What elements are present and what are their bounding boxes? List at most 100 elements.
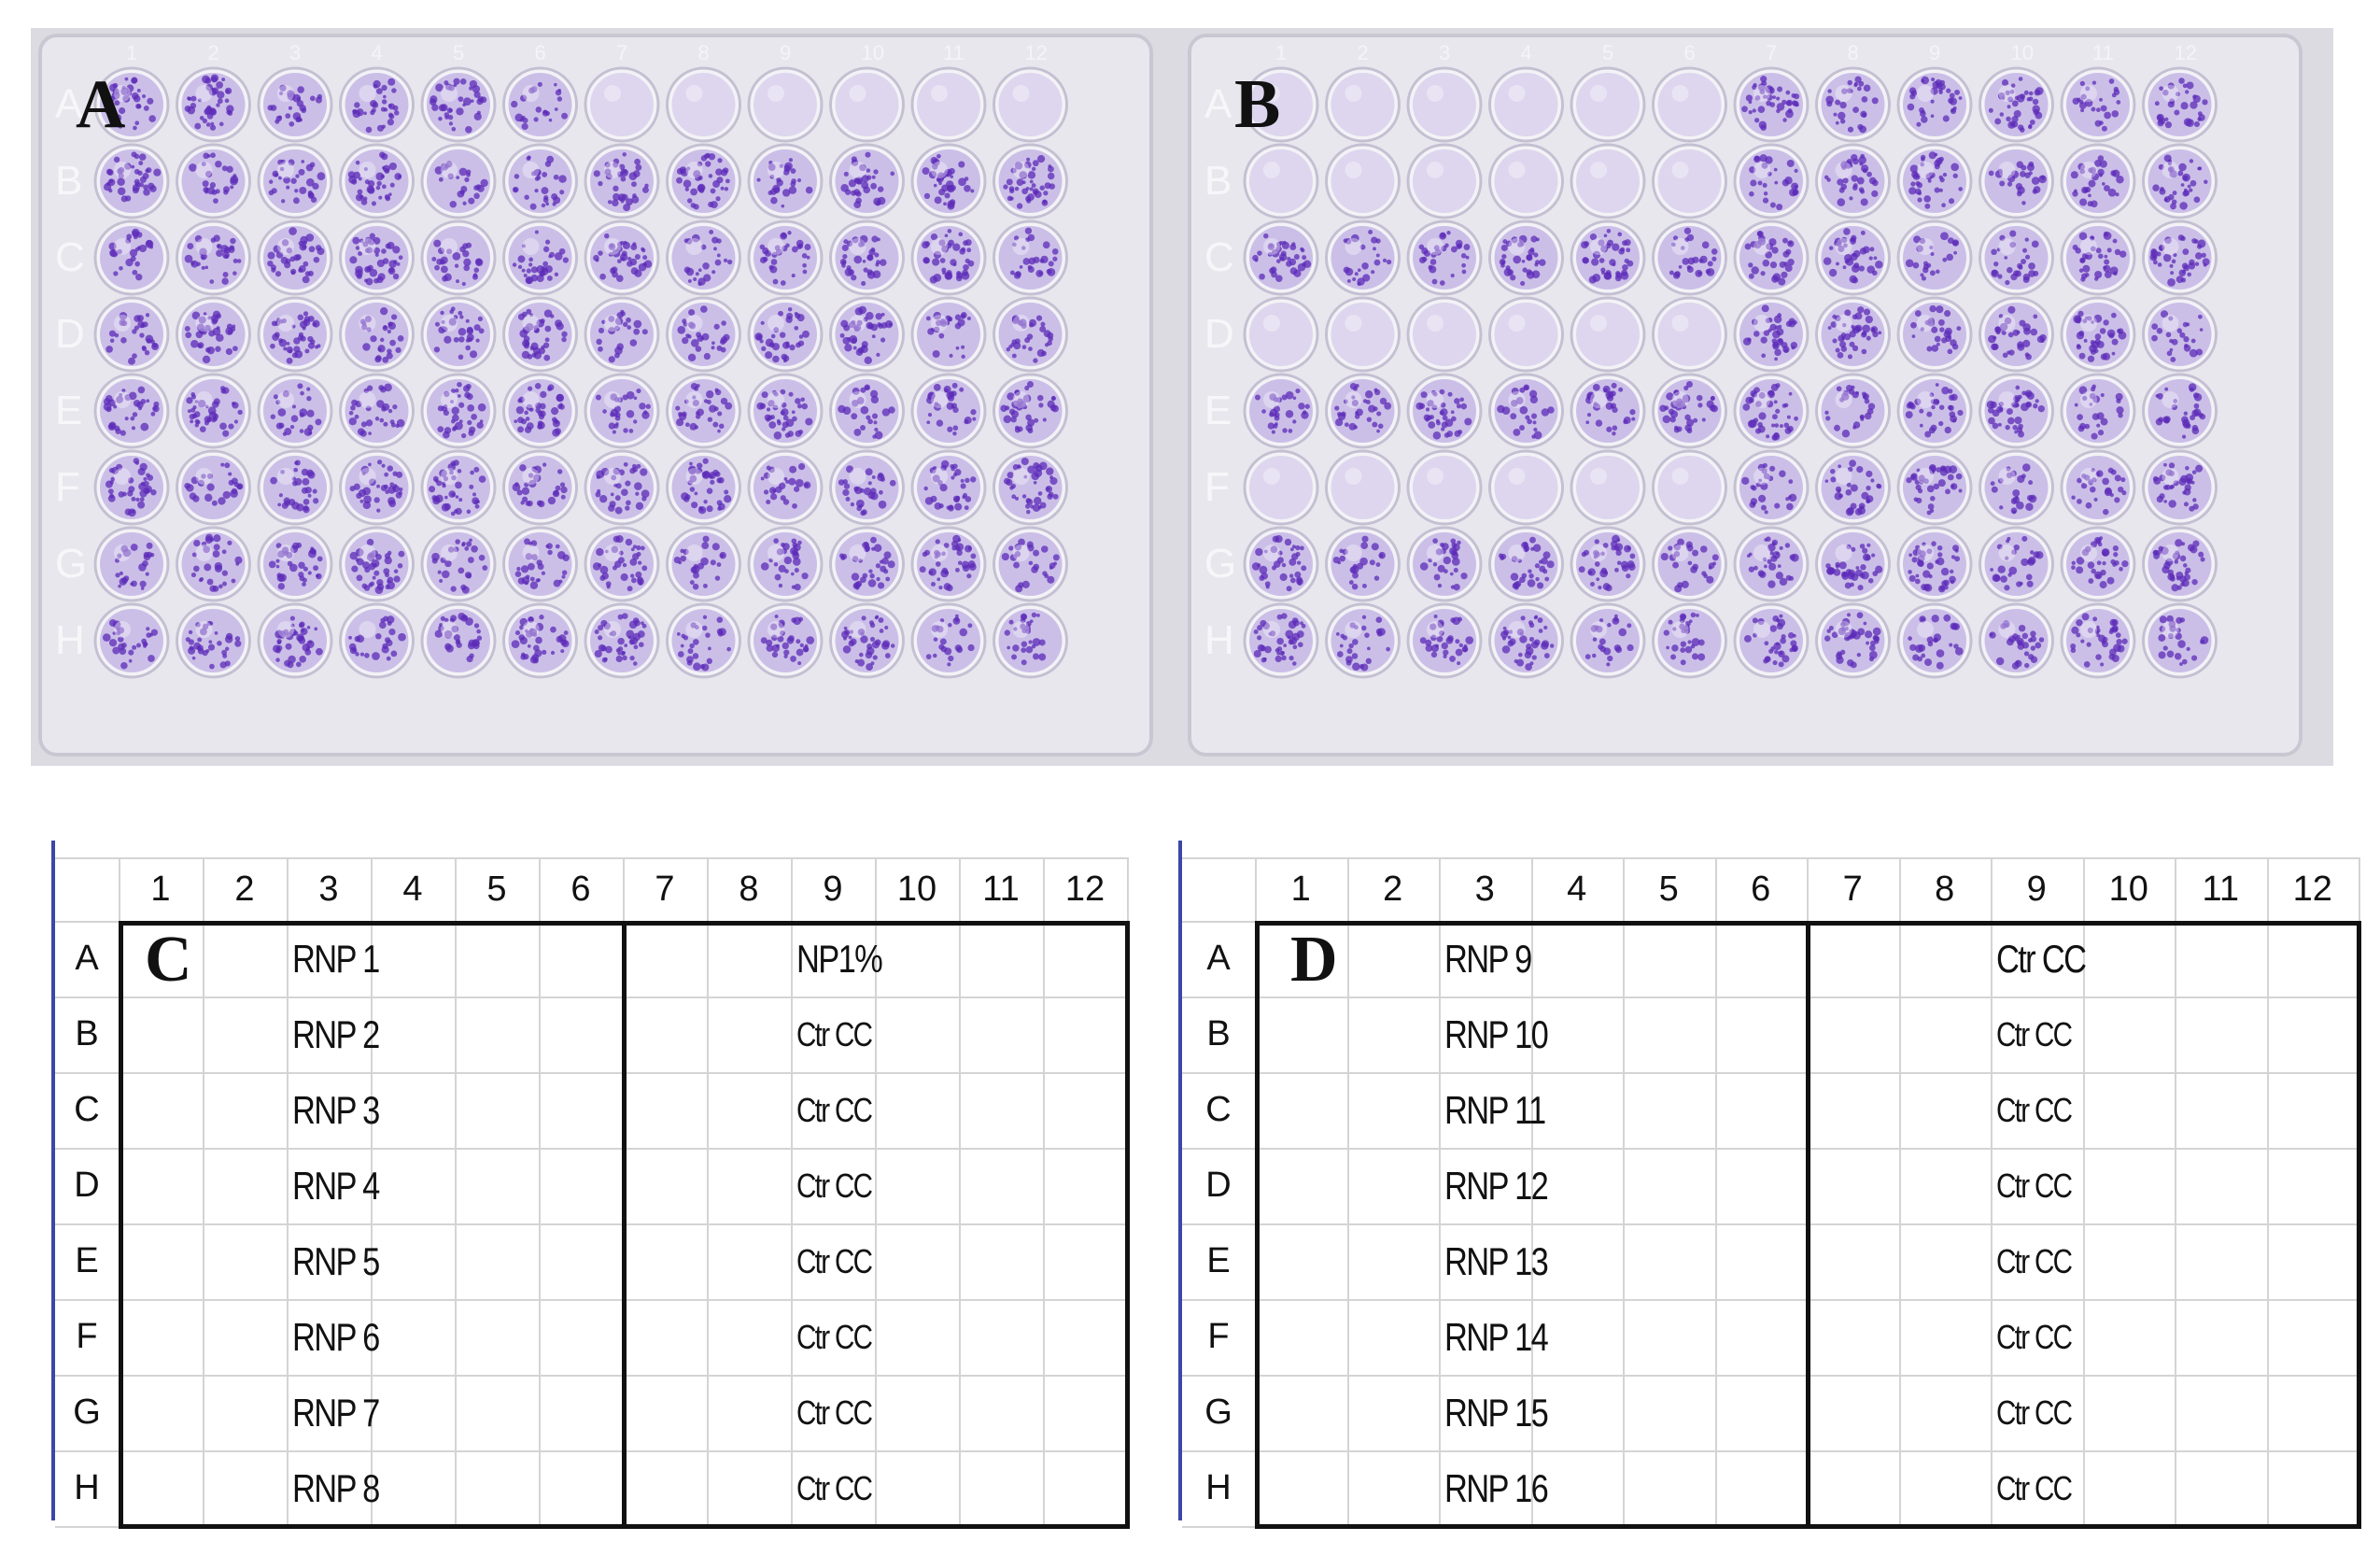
row-label: B (75, 1014, 99, 1053)
plate-well (257, 526, 333, 602)
plate-col-label: 11 (943, 41, 965, 64)
rnp-label: RNP 6 (292, 1315, 380, 1359)
plate-well (1406, 449, 1483, 526)
grid-line-horizontal (55, 1223, 1127, 1225)
plate-well (1243, 219, 1319, 296)
plate-well (502, 219, 578, 296)
grid-line-vertical (287, 857, 289, 1526)
plate-well (2060, 602, 2136, 679)
grid-line-horizontal (1182, 857, 2359, 859)
plate-well (2142, 66, 2218, 143)
grid-line-horizontal (1182, 1375, 2359, 1377)
control-label: Ctr CC (1996, 1015, 2073, 1053)
plate-well (1652, 143, 1727, 219)
plate-well (1406, 143, 1483, 219)
plate-well (1243, 143, 1319, 219)
plate-well (420, 449, 497, 526)
grid-line-vertical (1346, 857, 1349, 1526)
plate-well (993, 602, 1068, 679)
plate-well (257, 143, 333, 219)
rnp-label: RNP 9 (1444, 937, 1532, 981)
grid-line-vertical (371, 857, 373, 1526)
plate-well (1406, 296, 1483, 373)
plate-well (910, 66, 987, 143)
plate-well (1652, 449, 1727, 526)
plate-well (93, 66, 170, 143)
plate-well (1815, 66, 1891, 143)
column-header: 4 (1567, 869, 1587, 909)
plate-well (666, 66, 741, 143)
plate-well (339, 143, 415, 219)
plate-well (1733, 602, 1810, 679)
plate-well (420, 602, 497, 679)
column-header: 6 (1751, 869, 1771, 909)
plate-well (584, 219, 660, 296)
control-label: Ctr CC (796, 1469, 873, 1507)
plate-row-label: E (1204, 388, 1232, 433)
plate-well (993, 143, 1068, 219)
plate-well (1488, 143, 1564, 219)
plate-well (829, 143, 905, 219)
plate-well (257, 602, 333, 679)
grid-line-vertical (875, 857, 877, 1526)
plate-well (1896, 526, 1973, 602)
plate-well (502, 449, 578, 526)
plate-well (910, 143, 987, 219)
half-plate-divider (622, 921, 627, 1529)
row-label: H (1205, 1468, 1232, 1507)
plate-well (1325, 296, 1401, 373)
plate-well (1406, 219, 1483, 296)
row-label: F (1207, 1317, 1230, 1356)
plate-well (1652, 296, 1727, 373)
plate-well (584, 66, 660, 143)
rnp-label: RNP 1 (292, 937, 380, 981)
plate-row-label: A (55, 81, 83, 127)
grid-line-horizontal (1182, 1299, 2359, 1301)
row-label: C (1205, 1090, 1232, 1129)
column-header: 4 (402, 869, 423, 909)
column-header: 6 (570, 869, 591, 909)
grid-line-vertical (203, 857, 204, 1526)
grid-line-vertical (1623, 857, 1625, 1526)
plate-well (829, 296, 905, 373)
column-header: 12 (2292, 869, 2332, 909)
row-label: B (1206, 1014, 1231, 1053)
plate-well (502, 602, 578, 679)
column-header: 9 (2026, 869, 2047, 909)
row-label: H (74, 1468, 100, 1507)
plate-well (420, 143, 497, 219)
row-label: D (1205, 1166, 1232, 1205)
plate-well (2142, 219, 2218, 296)
plate-well (1406, 66, 1483, 143)
control-label: Ctr CC (796, 1166, 873, 1205)
grid-line-vertical (2082, 857, 2085, 1526)
grid-line-horizontal (55, 997, 1127, 998)
control-label: Ctr CC (1996, 1469, 2073, 1507)
plate-well (1815, 602, 1891, 679)
plate-well (2142, 449, 2218, 526)
plate-well (993, 526, 1068, 602)
plate-well (993, 449, 1068, 526)
plate-well (339, 526, 415, 602)
plate-well (176, 66, 251, 143)
plate-well (1979, 143, 2054, 219)
grid-line-vertical (539, 857, 541, 1526)
plate-well (176, 219, 251, 296)
plate-well (747, 373, 824, 449)
plate-well (1979, 296, 2054, 373)
grid-line-horizontal (55, 1148, 1127, 1150)
plate-well (420, 219, 497, 296)
plate-well (584, 373, 660, 449)
plate-row-label: F (55, 464, 80, 510)
plate-well (584, 526, 660, 602)
plate-well (1652, 219, 1727, 296)
column-header: 8 (739, 869, 759, 909)
plate-well (1243, 296, 1319, 373)
plate-row-label: B (55, 158, 82, 204)
plate-well (993, 296, 1068, 373)
plate-well (1896, 373, 1973, 449)
plate-row-label: H (1204, 617, 1234, 663)
plate-well (1243, 526, 1319, 602)
panel-letter: D (1290, 924, 1338, 996)
plate-well (1896, 602, 1973, 679)
